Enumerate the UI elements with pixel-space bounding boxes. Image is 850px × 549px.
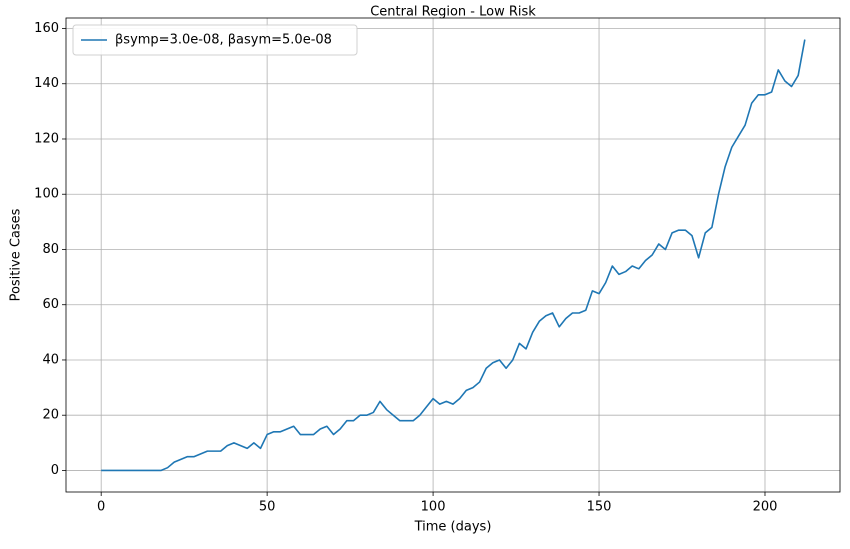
y-tick-label: 0 bbox=[51, 463, 59, 478]
y-tick-label: 60 bbox=[42, 297, 59, 312]
y-tick-label: 160 bbox=[34, 21, 59, 36]
x-tick-label: 150 bbox=[587, 500, 612, 515]
x-tick-label: 0 bbox=[97, 500, 105, 515]
data-line bbox=[101, 39, 806, 472]
x-tick-label: 200 bbox=[753, 500, 778, 515]
y-tick-label: 80 bbox=[42, 242, 59, 257]
legend: βsymp=3.0e-08, βasym=5.0e-08 bbox=[72, 24, 358, 56]
x-tick-label: 100 bbox=[421, 500, 446, 515]
y-axis-label: Positive Cases bbox=[9, 208, 24, 301]
y-tick-label: 120 bbox=[34, 131, 59, 146]
x-axis-label: Time (days) bbox=[414, 520, 492, 535]
y-tick-label: 100 bbox=[34, 187, 59, 202]
y-tick-label: 140 bbox=[34, 76, 59, 91]
legend-box bbox=[72, 24, 358, 56]
x-tick-label: 50 bbox=[259, 500, 276, 515]
chart-title: Central Region - Low Risk bbox=[370, 5, 536, 20]
y-tick-label: 20 bbox=[42, 408, 59, 423]
y-tick-label: 40 bbox=[42, 352, 59, 367]
legend-label: βsymp=3.0e-08, βasym=5.0e-08 bbox=[115, 33, 332, 48]
plot-frame bbox=[65, 17, 841, 493]
